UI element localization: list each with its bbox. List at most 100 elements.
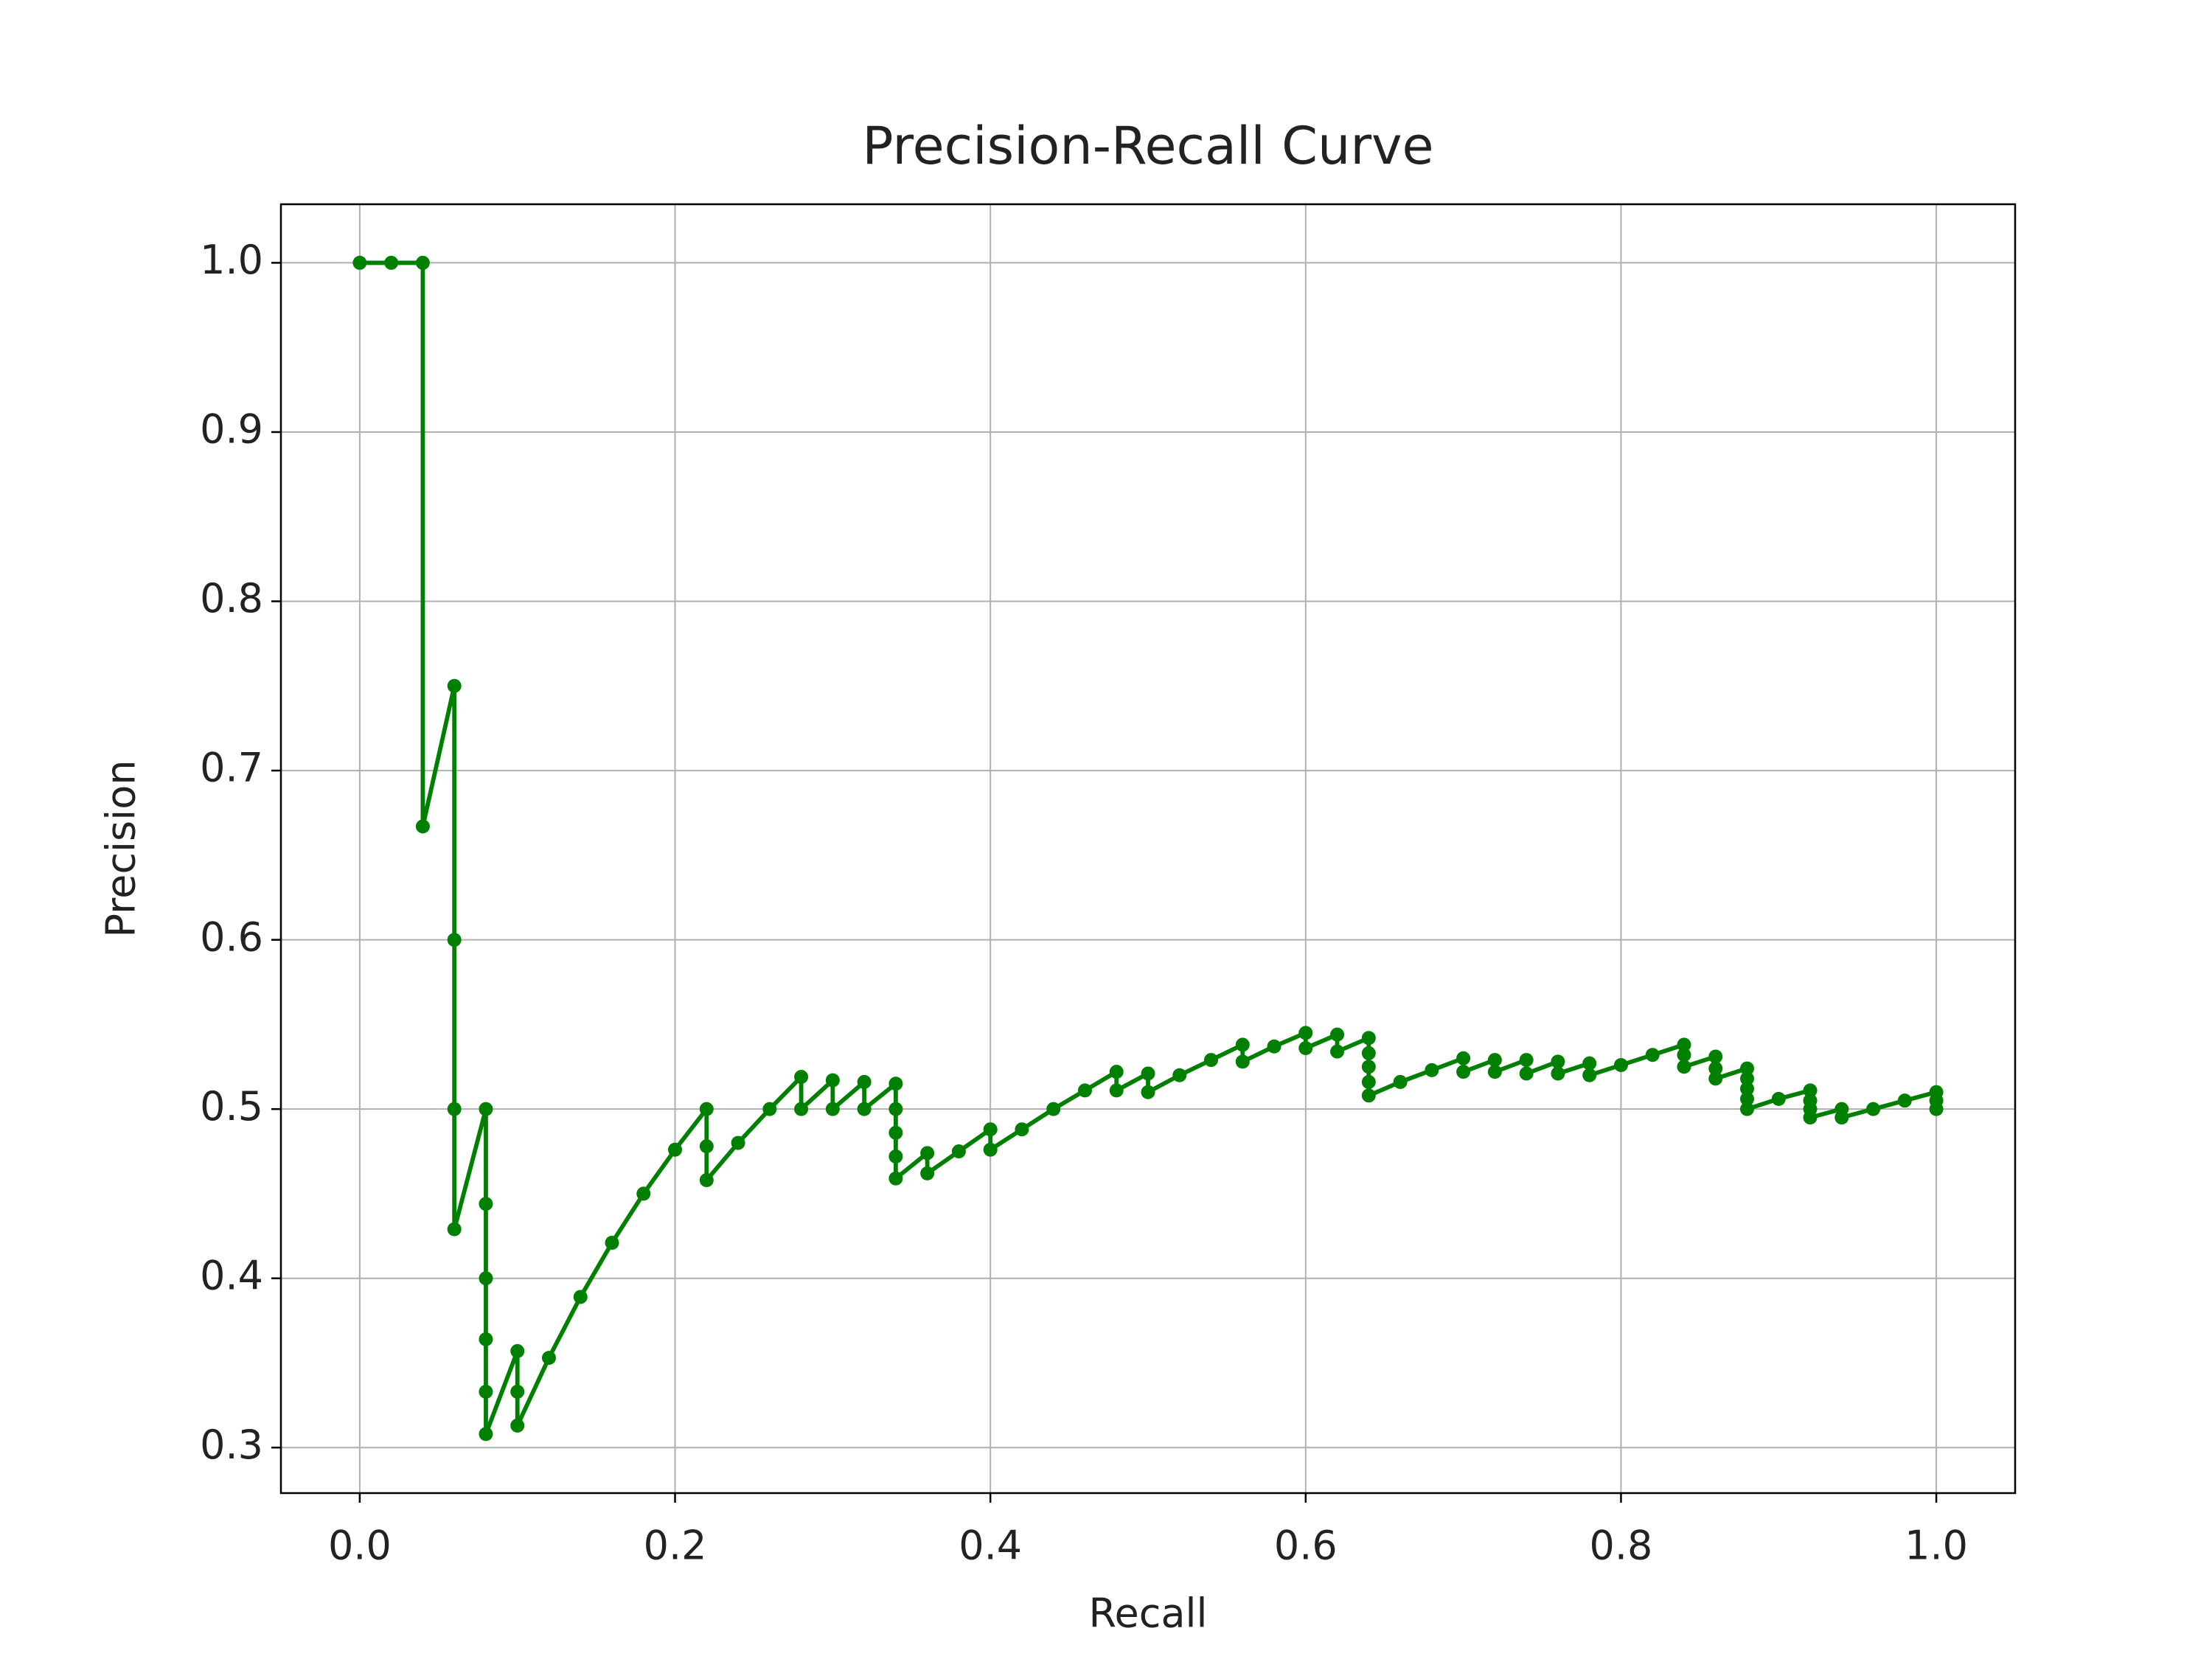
point (888, 1102, 903, 1116)
point (731, 1135, 745, 1150)
point (510, 1418, 525, 1433)
point (1361, 1088, 1376, 1103)
point (983, 1142, 998, 1157)
point (1551, 1066, 1565, 1081)
x-tick-label: 0.4 (959, 1523, 1022, 1569)
point (1740, 1071, 1755, 1086)
point (1077, 1083, 1092, 1098)
y-tick-label: 0.5 (200, 1083, 263, 1130)
point (699, 1139, 714, 1154)
point (479, 1385, 493, 1399)
point (1487, 1053, 1502, 1068)
point (1046, 1102, 1061, 1116)
y-tick-label: 1.0 (200, 237, 263, 283)
point (1519, 1066, 1534, 1081)
point (1361, 1046, 1376, 1060)
point (384, 255, 399, 270)
y-tick-label: 0.6 (200, 914, 263, 960)
point (1803, 1110, 1818, 1125)
y-tick-label: 0.7 (200, 745, 263, 791)
point (1803, 1083, 1818, 1098)
point (1330, 1027, 1345, 1042)
point (1267, 1039, 1281, 1054)
y-tick-label: 0.8 (200, 575, 263, 622)
point (1425, 1062, 1439, 1077)
point (573, 1290, 588, 1304)
point (1235, 1037, 1250, 1052)
plot-frame (279, 203, 2017, 1495)
point (1330, 1044, 1345, 1059)
point (1361, 1074, 1376, 1089)
point (762, 1102, 777, 1116)
point (447, 933, 462, 947)
point (1677, 1048, 1691, 1062)
point (1708, 1071, 1723, 1086)
x-tick-label: 0.6 (1274, 1523, 1338, 1569)
point (857, 1074, 872, 1089)
point (541, 1351, 556, 1366)
point (1771, 1091, 1786, 1106)
point (1677, 1037, 1691, 1052)
point (1897, 1093, 1912, 1108)
point (479, 1427, 493, 1441)
point (1456, 1065, 1471, 1079)
point (1298, 1026, 1313, 1040)
point (1204, 1053, 1219, 1068)
x-tick-label: 0.0 (328, 1523, 392, 1569)
point (857, 1102, 872, 1116)
point (825, 1073, 840, 1088)
point (1298, 1041, 1313, 1056)
x-axis-label: Recall (1088, 1590, 1207, 1637)
point (447, 678, 462, 693)
point (888, 1077, 903, 1091)
point (888, 1171, 903, 1186)
point (1456, 1051, 1471, 1065)
point (605, 1236, 619, 1251)
x-tick-label: 0.2 (644, 1523, 707, 1569)
point (951, 1144, 966, 1159)
point (510, 1343, 525, 1358)
point (1866, 1102, 1881, 1116)
point (699, 1173, 714, 1188)
point (1015, 1122, 1029, 1137)
point (415, 255, 430, 270)
point (1834, 1110, 1849, 1125)
y-tick-label: 0.9 (200, 406, 263, 453)
point (1361, 1031, 1376, 1046)
point (1361, 1060, 1376, 1074)
point (920, 1146, 935, 1161)
point (1708, 1049, 1723, 1064)
point (920, 1166, 935, 1180)
point (1677, 1060, 1691, 1074)
point (1740, 1082, 1755, 1096)
point (447, 1222, 462, 1237)
point (1393, 1074, 1408, 1089)
y-axis-label: Precision (98, 760, 145, 938)
point (1582, 1056, 1597, 1071)
point (510, 1385, 525, 1399)
point (668, 1142, 683, 1157)
x-tick-label: 0.8 (1590, 1523, 1653, 1569)
point (1141, 1066, 1155, 1081)
point (1929, 1102, 1944, 1116)
point (1519, 1053, 1534, 1068)
point (1613, 1057, 1628, 1072)
point (1582, 1068, 1597, 1082)
point (983, 1122, 998, 1137)
point (825, 1102, 840, 1116)
curve (359, 260, 1938, 1436)
point (415, 819, 430, 834)
point (1708, 1061, 1723, 1076)
point (1740, 1102, 1755, 1116)
point (1109, 1065, 1124, 1079)
point (352, 255, 367, 270)
point (1235, 1054, 1250, 1069)
point (1551, 1054, 1565, 1069)
y-tick-label: 0.4 (200, 1252, 263, 1298)
point (794, 1102, 809, 1116)
point (479, 1271, 493, 1286)
point (1172, 1068, 1187, 1082)
x-tick-label: 1.0 (1905, 1523, 1968, 1569)
point (479, 1102, 493, 1116)
